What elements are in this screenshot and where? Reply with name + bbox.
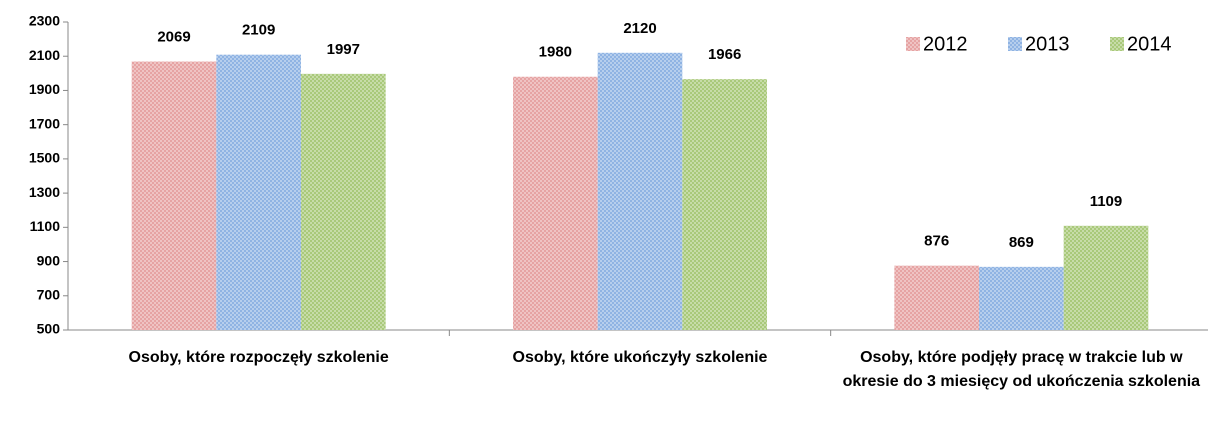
bar: [513, 76, 598, 330]
y-tick-label: 900: [37, 252, 61, 268]
value-label: 2120: [623, 20, 656, 37]
bar: [216, 54, 301, 330]
value-label: 1966: [708, 46, 741, 63]
y-tick-label: 2100: [29, 47, 60, 63]
value-label: 869: [1009, 234, 1034, 251]
y-tick-label: 1900: [29, 81, 60, 97]
y-tick-label: 1300: [29, 184, 60, 200]
value-label: 2069: [157, 28, 190, 45]
value-label: 1980: [539, 44, 572, 61]
bar: [979, 266, 1064, 330]
bar: [131, 61, 217, 330]
bar: [682, 79, 767, 330]
value-label: 2109: [242, 22, 275, 39]
bar: [597, 52, 683, 331]
y-tick-label: 1700: [29, 115, 60, 131]
legend-label: 2014: [1127, 33, 1172, 55]
y-tick-label: 1500: [29, 150, 60, 166]
legend-label: 2013: [1025, 33, 1070, 55]
value-label: 1109: [1090, 193, 1123, 210]
x-tick-label: Osoby, które podjęły pracę w trakcie lub…: [842, 349, 1201, 390]
y-tick-label: 700: [37, 286, 61, 302]
bar: [300, 73, 386, 330]
y-tick-label: 1100: [30, 218, 61, 234]
x-tick-label: Osoby, które rozpoczęły szkolenie: [128, 349, 389, 366]
x-tick-label: Osoby, które ukończyły szkolenie: [512, 349, 768, 366]
legend-swatch: [906, 37, 920, 51]
y-tick-label: 2300: [29, 13, 60, 29]
legend-swatch: [1110, 37, 1124, 51]
value-label: 876: [924, 233, 949, 250]
legend-label: 2012: [923, 33, 968, 55]
y-tick-label: 500: [37, 321, 61, 337]
bar: [894, 265, 980, 330]
legend-swatch: [1008, 37, 1022, 51]
value-label: 1997: [327, 41, 360, 58]
bar: [1063, 225, 1149, 330]
